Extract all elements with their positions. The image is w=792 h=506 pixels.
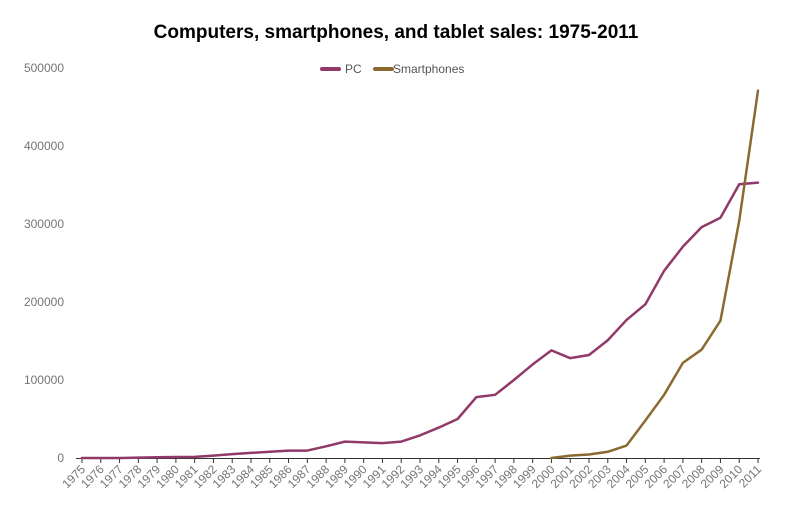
legend-label-smartphones: Smartphones bbox=[393, 62, 464, 76]
y-tick-label: 500000 bbox=[24, 61, 64, 75]
y-tick-label: 200000 bbox=[24, 295, 64, 309]
y-tick-label: 300000 bbox=[24, 217, 64, 231]
y-tick-label: 0 bbox=[57, 451, 64, 465]
y-tick-label: 400000 bbox=[24, 139, 64, 153]
series-layer bbox=[80, 89, 760, 460]
y-axis: 0 100000 200000 300000 400000 500000 bbox=[24, 61, 64, 465]
legend-label-pc: PC bbox=[345, 62, 362, 76]
x-tick-label: 2011 bbox=[736, 462, 764, 490]
chart-title: Computers, smartphones, and tablet sales… bbox=[153, 22, 639, 43]
series-line-pc bbox=[80, 181, 760, 460]
x-axis: 1975197619771978197919801981198219831984… bbox=[59, 458, 764, 491]
series-line-smartphones bbox=[550, 89, 760, 460]
legend: PC Smartphones bbox=[320, 62, 464, 76]
y-tick-label: 100000 bbox=[24, 373, 64, 387]
